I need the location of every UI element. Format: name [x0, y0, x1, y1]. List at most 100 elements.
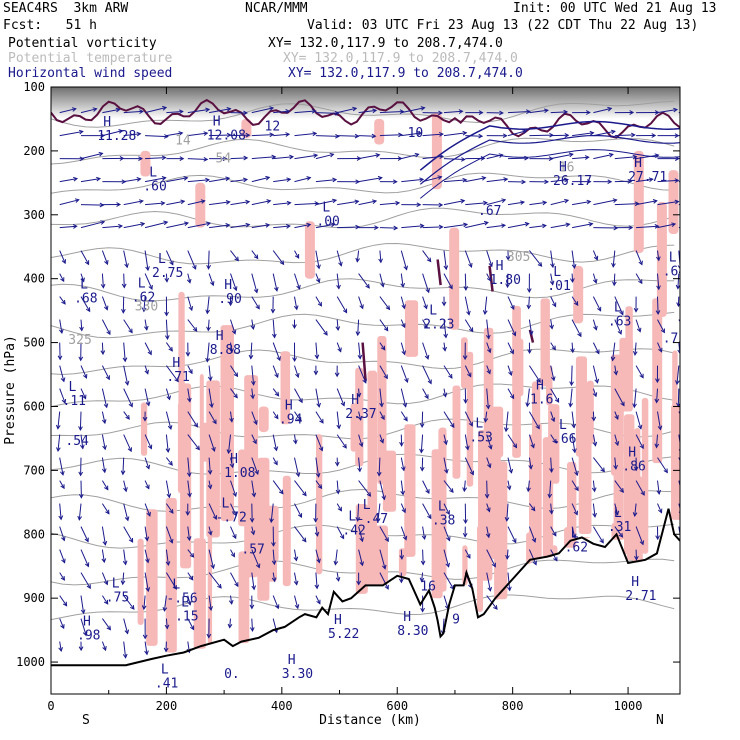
wind-vector [59, 388, 66, 404]
wind-vector [209, 177, 230, 183]
wind-vector-head [619, 488, 624, 493]
wind-vector-head [537, 262, 543, 267]
wind-vector-head [317, 484, 323, 490]
wind-vector-head [593, 255, 599, 261]
wind-vector-head [226, 107, 232, 112]
wind-vector-head [362, 378, 367, 384]
wind-vector [400, 273, 404, 287]
wind-vector [464, 296, 470, 315]
wind-vector [678, 434, 680, 447]
wind-vector [273, 156, 294, 160]
wind-vector [657, 250, 660, 261]
pv-patch [624, 521, 636, 555]
wind-vector [272, 342, 281, 361]
wind-vector-head [564, 198, 570, 204]
wind-vector-head [99, 202, 105, 208]
wind-vector-head [206, 221, 212, 227]
wind-vector-head [450, 423, 455, 429]
speed-extremum-marker: L [348, 509, 356, 524]
wind-vector [678, 181, 680, 183]
wind-vector [165, 503, 174, 514]
wind-vector [123, 503, 129, 521]
wind-vector [465, 222, 489, 229]
wind-vector [379, 549, 386, 569]
wind-vector [486, 154, 503, 160]
wind-vector-head [118, 129, 124, 134]
wind-vector-head [488, 262, 493, 268]
wind-vector [208, 480, 212, 489]
wind-vector-head [253, 254, 259, 260]
y-tick-label: 200 [23, 144, 45, 158]
wind-vector-head [658, 347, 663, 353]
wind-vector-head [336, 284, 341, 290]
speed-extremum-marker: H [213, 114, 221, 129]
wind-vector [80, 572, 91, 589]
wind-vector-head [628, 225, 634, 230]
wind-vector-head [228, 301, 233, 307]
wind-vector-head [130, 605, 135, 610]
wind-vector-head [542, 223, 547, 229]
wind-vector [592, 434, 596, 446]
pv-patch [282, 475, 291, 587]
wind-vector-head [446, 536, 451, 542]
wind-vector-head [639, 540, 645, 546]
wind-vector [678, 526, 680, 538]
wind-vector-head [142, 416, 148, 422]
wind-vector [528, 296, 530, 309]
wind-vector [230, 179, 248, 183]
wind-vector-head [311, 108, 317, 114]
wind-vector-head [520, 200, 526, 205]
wind-vector-head [61, 299, 66, 305]
isentrope-label: 325 [68, 333, 91, 348]
wind-vector [443, 411, 455, 428]
wind-vector-head [168, 460, 173, 466]
wind-vector [358, 135, 376, 137]
wind-vector-head [483, 220, 489, 226]
wind-vector [528, 549, 537, 565]
wind-vector-head [466, 554, 471, 559]
wind-vector [422, 388, 429, 399]
wind-vector [486, 457, 491, 468]
wind-vector-head [79, 326, 84, 332]
wind-vector [358, 549, 363, 566]
wind-vector-head [571, 423, 576, 429]
wind-vector-head [179, 156, 185, 161]
wind-vector [486, 480, 488, 498]
wind-vector [657, 480, 660, 494]
wind-vector [59, 225, 77, 229]
speed-extremum-value: 27.71 [628, 170, 667, 185]
wind-vector-head [692, 133, 696, 137]
wind-vector-head [663, 468, 668, 474]
wind-vector [528, 434, 535, 448]
wind-vector [420, 434, 424, 453]
wind-vector-head [141, 605, 147, 611]
wind-vector-head [335, 326, 341, 332]
wind-vector-head [297, 513, 303, 519]
wind-vector-head [352, 106, 358, 112]
plot-frame [50, 86, 681, 695]
wind-vector [400, 457, 405, 471]
wind-vector [206, 296, 210, 314]
wind-vector-head [205, 177, 211, 183]
wind-vector [315, 273, 320, 283]
wind-vector-head [245, 222, 251, 228]
pv-patch [578, 382, 592, 534]
wind-vector-head [106, 625, 112, 631]
wind-vector-head [547, 493, 553, 499]
pv-patch [634, 428, 641, 487]
wind-vector [614, 526, 623, 538]
wind-vector-head [585, 110, 591, 115]
wind-vector [272, 411, 279, 419]
wind-vector [592, 526, 604, 543]
speed-extremum-value: 1.6 [530, 392, 553, 407]
wind-vector [209, 224, 230, 229]
wind-speed-contour [419, 135, 680, 185]
speed-extremum-value: 1.08 [224, 466, 255, 481]
wind-vector-head [207, 484, 213, 490]
wind-vector [443, 110, 463, 114]
wind-vector-head [445, 510, 450, 516]
wind-vector-head [163, 134, 169, 139]
wind-vector [187, 296, 193, 311]
wind-vector [144, 365, 149, 374]
speed-extremum-marker: H [285, 399, 293, 414]
